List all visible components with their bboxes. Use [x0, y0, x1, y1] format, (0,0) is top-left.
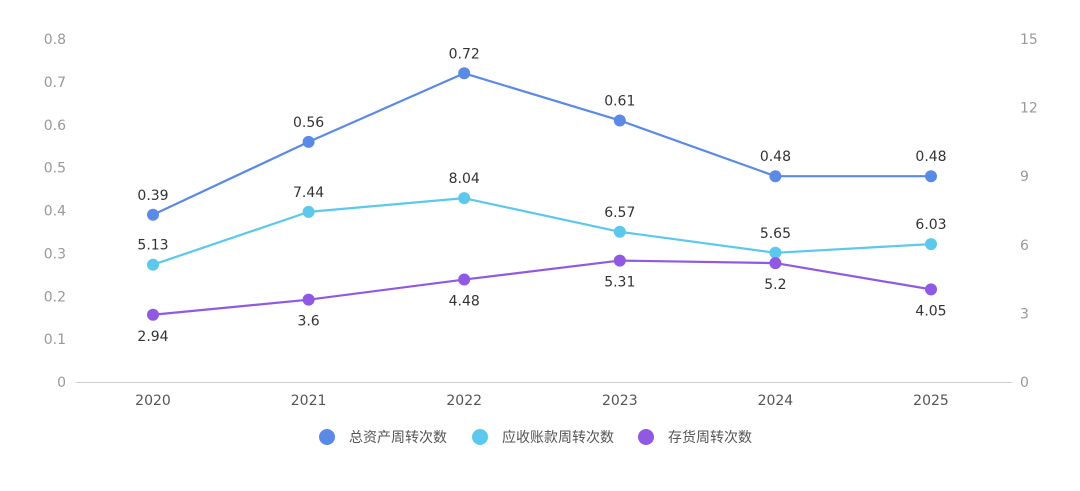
data-point: [458, 67, 471, 80]
data-label: 0.48: [915, 149, 946, 165]
data-point: [925, 238, 937, 251]
data-label: 4.05: [915, 303, 946, 319]
data-point: [613, 254, 626, 267]
data-point: [302, 293, 315, 306]
series-layer: [147, 67, 937, 321]
x-tick-label: 2022: [446, 393, 482, 409]
legend-marker: [319, 429, 335, 445]
legend-label: 总资产周转次数: [349, 430, 447, 446]
y-left-tick-label: 0.8: [44, 32, 66, 48]
data-label: 2.94: [137, 329, 168, 345]
data-point: [613, 114, 626, 127]
data-label: 8.04: [449, 171, 480, 187]
series-line-1: [152, 72, 931, 216]
legend: 总资产周转次数 应收账款周转次数 存货周转次数: [319, 429, 752, 446]
data-point: [925, 170, 937, 183]
y-right-tick-label: 9: [1020, 169, 1029, 185]
data-label: 0.72: [449, 46, 480, 62]
data-label: 5.13: [137, 238, 168, 254]
y-right-tick-label: 15: [1020, 32, 1038, 48]
data-label: 5.2: [764, 277, 786, 293]
data-point: [925, 283, 937, 296]
x-tick-label: 2023: [602, 393, 638, 409]
x-tick-label: 2024: [758, 393, 794, 409]
y-left-tick-label: 0.2: [44, 289, 66, 305]
data-label: 3.6: [297, 314, 319, 330]
y-right-tick-label: 6: [1020, 238, 1029, 254]
data-point: [302, 205, 315, 218]
y-left-tick-label: 0: [57, 375, 66, 391]
data-label: 7.44: [293, 185, 324, 201]
data-label: 6.03: [915, 217, 946, 233]
y-left-tick-label: 0.1: [44, 332, 66, 348]
data-point: [613, 225, 626, 238]
y-left-tick-label: 0.6: [44, 118, 66, 134]
series-line-3: [152, 259, 932, 316]
data-point: [769, 170, 782, 183]
legend-label: 应收账款周转次数: [502, 429, 614, 446]
data-point: [769, 246, 782, 259]
data-point: [147, 208, 159, 221]
data-label: 0.56: [293, 115, 324, 131]
data-label: 5.65: [760, 226, 791, 242]
data-point: [302, 135, 315, 148]
series-line-2: [152, 197, 932, 266]
data-label: 0.61: [604, 93, 635, 109]
y-left-tick-label: 0.7: [44, 75, 66, 91]
x-tick-label: 2021: [291, 393, 327, 409]
data-label: 5.31: [604, 275, 635, 291]
data-point: [769, 257, 782, 270]
y-left-tick-label: 0.4: [44, 204, 66, 220]
y-left-tick-label: 0.5: [44, 161, 66, 177]
x-tick-label: 2020: [135, 393, 171, 409]
y-right-tick-label: 12: [1020, 101, 1038, 117]
data-label: 0.39: [137, 188, 168, 204]
legend-marker: [472, 429, 488, 445]
data-point: [458, 192, 471, 205]
legend-label: 存货周转次数: [668, 429, 752, 446]
data-label: 0.48: [760, 149, 791, 165]
data-labels: 0.39 0.56 0.72 0.61 0.48 0.48 5.13 7.44 8.04 6.57…: [137, 46, 946, 344]
data-point: [458, 273, 471, 286]
data-label: 6.57: [604, 205, 635, 221]
axes: 0 0.1 0.2 0.3 0.4 0.5 0.6 0.7 0.8 0 3 6 9 12 15 2020 202…: [44, 32, 1038, 409]
data-point: [147, 258, 159, 271]
y-right-tick-label: 0: [1020, 375, 1029, 391]
y-right-tick-label: 3: [1020, 306, 1029, 322]
data-label: 4.48: [449, 294, 480, 310]
y-left-tick-label: 0.3: [44, 246, 66, 262]
data-point: [147, 308, 159, 321]
x-tick-label: 2025: [913, 393, 949, 409]
legend-marker: [638, 429, 654, 445]
